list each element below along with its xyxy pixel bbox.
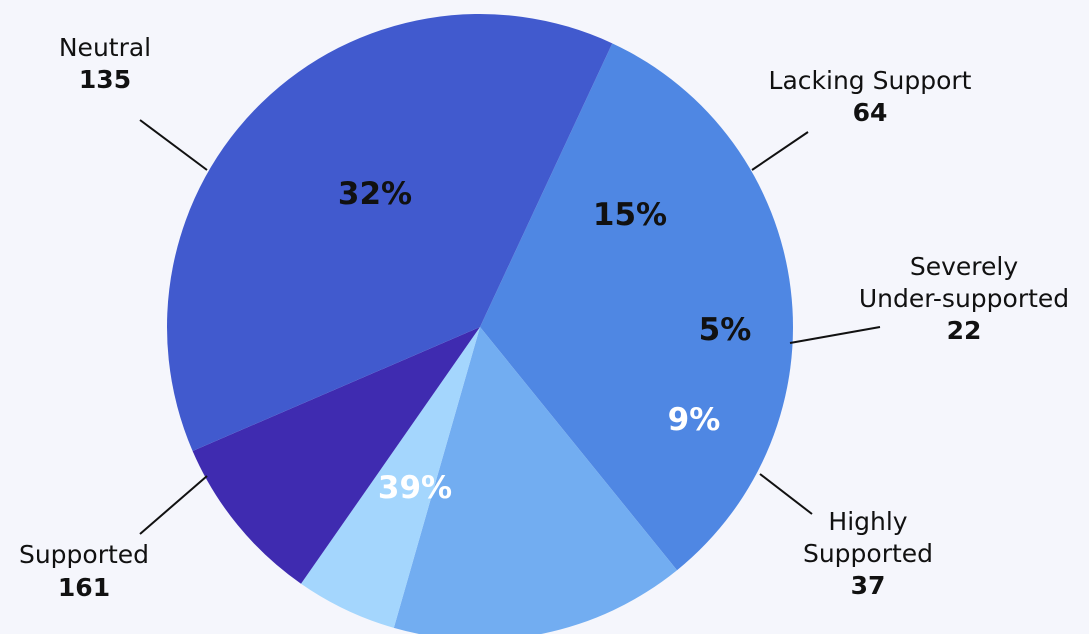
percent-label-severely-under-supported: 5% [699, 312, 752, 348]
slice-value-lacking-support: 64 [853, 98, 888, 127]
leader-lines [139, 119, 881, 535]
slice-value-supported: 161 [58, 573, 110, 602]
percent-label-lacking-support: 15% [593, 197, 667, 233]
percent-label-supported: 39% [378, 470, 452, 506]
leader-line-severely-under-supported [789, 326, 881, 344]
percent-label-highly-supported: 9% [668, 402, 721, 438]
slice-value-severely-under-supported: 22 [947, 316, 982, 345]
pie-slice-severely-under-supported [301, 327, 480, 628]
pie-slice-supported [167, 14, 613, 451]
pie-slice-neutral [480, 43, 793, 571]
slice-name-lacking-support: Lacking Support [769, 66, 972, 95]
pie-slices [167, 14, 793, 634]
leader-line-supported [139, 475, 208, 535]
leader-line-highly-supported [759, 473, 813, 515]
slice-name-supported: Supported [19, 540, 149, 569]
leader-line-neutral [139, 119, 208, 171]
percent-label-neutral: 32% [338, 176, 412, 212]
slice-name-neutral: Neutral [59, 33, 151, 62]
slice-name-highly-line-2: Supported [803, 539, 933, 568]
pie-slice-lacking-support [393, 327, 678, 634]
slice-name-severely-line-2: Under-supported [859, 284, 1069, 313]
slice-value-neutral: 135 [79, 65, 131, 94]
slice-name-severely-line-1: Severely [910, 252, 1018, 281]
pie-slice-highly-supported [192, 327, 480, 584]
leader-line-lacking-support [751, 131, 809, 171]
slice-name-highly-line-1: Highly [828, 507, 907, 536]
slice-value-highly-supported: 37 [851, 571, 886, 600]
